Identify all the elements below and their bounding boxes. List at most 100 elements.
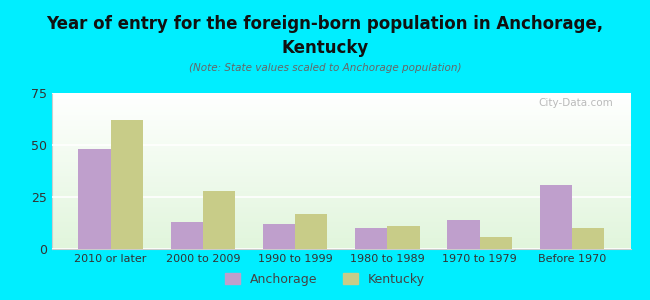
Bar [52,185,630,187]
Bar [52,101,630,102]
Bar [52,165,630,166]
Bar [52,106,630,107]
Bar [52,227,630,229]
Bar [52,208,630,210]
Bar [52,244,630,246]
Bar [52,121,630,123]
Bar [111,120,143,249]
Bar [52,230,630,232]
Bar [52,187,630,188]
Bar [52,226,630,227]
Bar [52,126,630,127]
Bar [52,116,630,118]
Bar [52,177,630,179]
Bar [52,166,630,168]
Bar [52,229,630,230]
Bar [52,197,630,199]
Bar [387,226,420,249]
Bar [52,160,630,162]
Legend: Anchorage, Kentucky: Anchorage, Kentucky [220,268,430,291]
Bar [52,190,630,191]
Bar [540,184,572,249]
Bar [203,191,235,249]
Text: Year of entry for the foreign-born population in Anchorage,: Year of entry for the foreign-born popul… [46,15,604,33]
Bar [52,158,630,160]
Bar [170,222,203,249]
Bar [52,172,630,174]
Bar [52,171,630,172]
Bar [52,199,630,201]
Bar [52,176,630,177]
Bar [52,168,630,170]
Bar [263,224,295,249]
Bar [52,154,630,155]
Bar [52,235,630,236]
Bar [52,162,630,163]
Bar [52,193,630,194]
Bar [52,215,630,216]
Bar [52,118,630,119]
Bar [52,194,630,196]
Bar [52,248,630,249]
Bar [52,169,630,171]
Bar [52,102,630,104]
Bar [52,216,630,218]
Bar [52,179,630,180]
Bar [52,93,630,94]
Bar [52,143,630,145]
Bar [52,184,630,185]
Bar [52,240,630,241]
Bar [52,124,630,126]
Bar [52,104,630,106]
Bar [52,109,630,110]
Bar [52,152,630,154]
Bar [295,214,328,249]
Bar [52,233,630,235]
Bar [52,182,630,184]
Bar [52,138,630,140]
Bar [355,228,387,249]
Bar [52,180,630,182]
Bar [52,123,630,124]
Bar [52,174,630,176]
Bar [52,129,630,130]
Bar [52,196,630,197]
Bar [52,132,630,134]
Bar [52,218,630,219]
Bar [52,155,630,157]
Bar [52,107,630,109]
Bar [52,163,630,165]
Bar [52,246,630,247]
Bar [52,145,630,146]
Bar [52,137,630,138]
Bar [52,130,630,132]
Text: (Note: State values scaled to Anchorage population): (Note: State values scaled to Anchorage … [188,63,462,73]
Bar [52,207,630,208]
Bar [52,151,630,152]
Bar [447,220,480,249]
Bar [52,223,630,224]
Bar [52,238,630,240]
Bar [52,224,630,226]
Bar [52,188,630,190]
Bar [52,213,630,215]
Bar [52,146,630,148]
Bar [52,212,630,213]
Bar [52,243,630,244]
Bar [52,241,630,243]
Bar [52,140,630,141]
Bar [52,119,630,121]
Bar [52,113,630,115]
Text: Kentucky: Kentucky [281,39,369,57]
Bar [52,149,630,151]
Bar [52,98,630,99]
Bar [52,205,630,207]
Bar [52,219,630,221]
Bar [52,112,630,113]
Bar [52,110,630,112]
Bar [52,96,630,98]
Bar [52,115,630,116]
Bar [52,127,630,129]
Bar [52,134,630,135]
Bar [572,228,604,249]
